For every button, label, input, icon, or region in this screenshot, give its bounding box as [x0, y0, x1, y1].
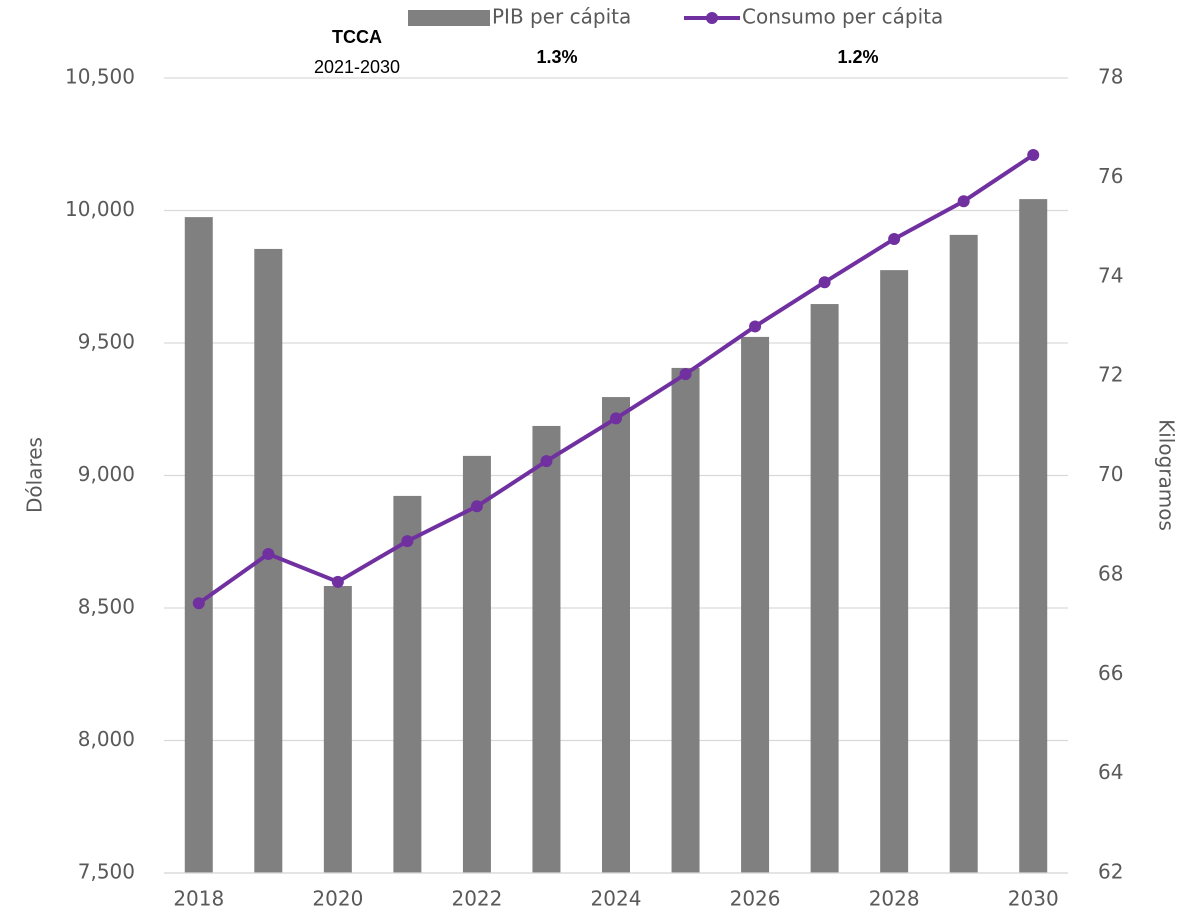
annotation: TCCA — [332, 27, 382, 47]
x-tick-label: 2026 — [730, 887, 781, 911]
line-point — [192, 597, 205, 610]
line-point — [540, 455, 553, 468]
line-point — [331, 575, 344, 588]
y-tick-label: 8,000 — [78, 727, 135, 751]
y-axis-label: Dólares — [23, 437, 47, 513]
bar — [1019, 199, 1048, 874]
line-point — [1027, 149, 1040, 162]
y-tick-label: 8,500 — [78, 595, 135, 619]
line-point — [262, 548, 275, 561]
bar — [602, 397, 630, 873]
line-point — [888, 232, 901, 245]
legend-label: PIB per cápita — [492, 5, 631, 29]
y2-tick-label: 68 — [1098, 561, 1123, 585]
y2-tick-label: 74 — [1098, 263, 1123, 287]
line-point — [749, 320, 762, 333]
x-tick-label: 2020 — [312, 887, 363, 911]
bar — [949, 234, 978, 873]
bar — [671, 367, 700, 873]
y2-tick-label: 76 — [1098, 164, 1123, 188]
y2-tick-label: 64 — [1098, 760, 1123, 784]
x-tick-label: 2028 — [869, 887, 920, 911]
y2-tick-label: 78 — [1098, 65, 1123, 89]
line-point — [610, 412, 622, 425]
y2-axis-label: Kilogramos — [1155, 419, 1179, 531]
y2-tick-label: 72 — [1098, 363, 1123, 387]
legend-label: Consumo per cápita — [742, 5, 943, 29]
bar — [741, 336, 770, 873]
line-point — [957, 195, 970, 208]
line-point — [401, 535, 414, 548]
x-tick-label: 2024 — [591, 887, 642, 911]
bar — [393, 495, 422, 873]
y-tick-label: 9,500 — [78, 330, 135, 354]
bar — [323, 586, 352, 873]
legend-swatch — [706, 12, 718, 24]
annotation: 2021-2030 — [314, 57, 400, 77]
y2-tick-label: 62 — [1098, 860, 1123, 884]
y-tick-label: 9,000 — [78, 462, 135, 486]
bar — [532, 425, 561, 873]
legend-swatch — [408, 10, 490, 26]
y-tick-label: 10,000 — [65, 197, 135, 221]
x-tick-label: 2018 — [173, 887, 224, 911]
annotation: 1.2% — [837, 47, 878, 67]
bar — [184, 217, 213, 873]
x-tick-label: 2030 — [1008, 887, 1059, 911]
line-point — [470, 500, 483, 513]
x-tick-label: 2022 — [451, 887, 502, 911]
bar — [462, 455, 491, 873]
annotation: 1.3% — [536, 47, 577, 67]
y2-tick-label: 70 — [1098, 462, 1123, 486]
y2-tick-label: 66 — [1098, 661, 1123, 685]
line-point — [818, 276, 831, 289]
y-tick-label: 10,500 — [65, 65, 135, 89]
line-point — [679, 368, 692, 381]
bar — [810, 304, 839, 873]
y-tick-label: 7,500 — [78, 860, 135, 884]
bar — [880, 270, 909, 873]
